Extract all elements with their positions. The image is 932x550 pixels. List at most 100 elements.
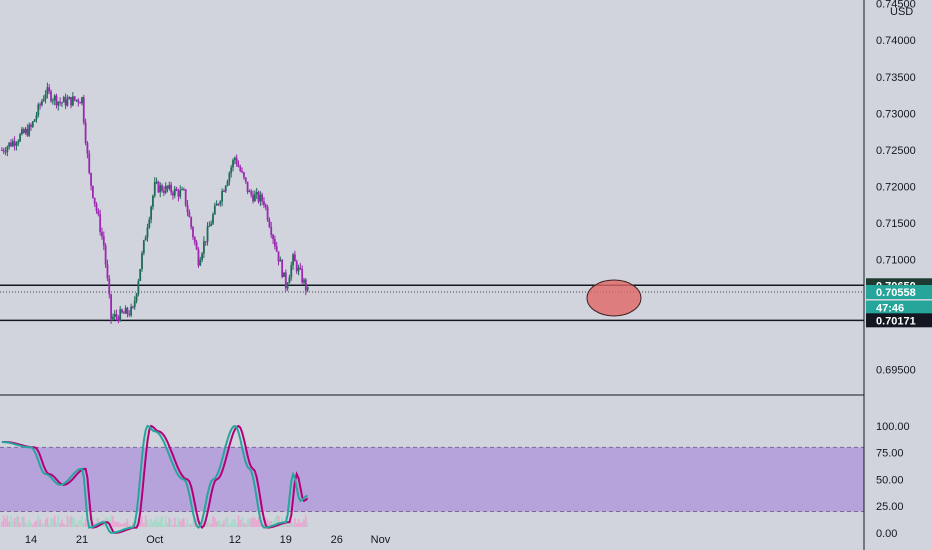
candle-body (303, 279, 305, 283)
volume-bar (32, 524, 34, 527)
volume-bar (82, 523, 85, 527)
candle-body (273, 239, 276, 247)
candle-body (237, 164, 240, 167)
candle-body (306, 286, 309, 291)
volume-bar (75, 524, 78, 527)
volume-bar (17, 516, 20, 527)
candle-body (157, 181, 160, 193)
candle-body (77, 99, 80, 103)
candle-body (295, 261, 298, 272)
candle-body (61, 102, 63, 104)
candle-body (53, 95, 56, 101)
candle-body (2, 150, 5, 152)
volume-bar (224, 517, 227, 527)
candle-body (221, 191, 223, 202)
candle-body (10, 142, 12, 147)
candle-body (270, 226, 273, 236)
y-tick-label: 0.73500 (876, 72, 916, 84)
candle-body (115, 314, 118, 318)
candle-body (30, 124, 32, 127)
candle-body (39, 104, 41, 106)
candle-body (121, 309, 123, 313)
volume-bar (161, 515, 163, 527)
candle-body (294, 254, 296, 262)
y-tick-label: 0.74500 (876, 0, 916, 11)
volume-bar (232, 519, 234, 527)
candle-body (168, 184, 171, 189)
volume-bar (19, 522, 21, 527)
volume-bar (152, 522, 154, 527)
candle-body (133, 300, 136, 308)
y-tick-label: 0.71000 (876, 255, 916, 267)
candle-body (148, 219, 151, 228)
price-tag-label: 0.70558 (876, 287, 916, 299)
volume-bar (155, 516, 158, 527)
volume-bar (183, 518, 185, 527)
volume-bar (61, 519, 63, 527)
candle-body (253, 194, 256, 202)
volume-bar (146, 519, 149, 527)
candle-body (144, 237, 147, 241)
candle-body (15, 143, 18, 146)
stoch-band (0, 447, 864, 512)
candle-body (99, 214, 102, 233)
candle-body (212, 214, 214, 224)
y-tick-label: 0.71500 (876, 218, 916, 230)
volume-bar (53, 515, 56, 527)
candle-body (239, 166, 242, 172)
candle-body (6, 146, 9, 153)
volume-bar (66, 515, 69, 527)
volume-bar (79, 519, 81, 527)
volume-bar (2, 515, 5, 527)
candle-body (175, 188, 178, 191)
candle-body (73, 96, 76, 101)
volume-bar (172, 524, 174, 527)
volume-bar (112, 515, 114, 527)
candle-body (288, 277, 291, 284)
candle-body (24, 128, 27, 133)
volume-bar (70, 516, 72, 527)
candle-body (59, 101, 62, 103)
volume-bar (194, 520, 196, 527)
volume-bar (132, 522, 134, 527)
volume-bar (175, 524, 178, 527)
stoch-tick-label: 25.00 (876, 501, 904, 513)
candle-body (172, 192, 174, 196)
volume-bar (221, 523, 223, 527)
volume-bar (44, 519, 47, 527)
y-tick-label: 0.72000 (876, 182, 916, 194)
candle-body (46, 87, 49, 95)
price-tag: 0.70171 (866, 313, 932, 328)
volume-bar (212, 515, 214, 527)
volume-bar (150, 518, 152, 527)
stoch-tick-label: 100.00 (876, 421, 910, 433)
volume-bar (164, 515, 167, 527)
candle-body (113, 314, 116, 317)
volume-bar (57, 515, 60, 527)
candle-body (170, 184, 173, 193)
candle-body (281, 259, 284, 277)
candle-body (162, 190, 165, 193)
volume-bar (15, 516, 18, 527)
candle-body (290, 265, 293, 278)
candle-body (223, 191, 225, 193)
volume-bar (93, 522, 96, 527)
volume-bar (92, 516, 94, 527)
candle-body (82, 97, 85, 123)
candle-body (142, 240, 145, 254)
volume-bar (157, 521, 160, 527)
candle-body (177, 190, 180, 197)
candle-body (31, 121, 34, 127)
candle-body (182, 189, 185, 191)
volume-bar (244, 524, 247, 527)
candle-body (57, 101, 60, 106)
candle-body (184, 189, 187, 206)
volume-bar (268, 521, 271, 527)
candle-body (244, 177, 247, 182)
candle-body (161, 185, 163, 191)
candle-body (106, 264, 109, 279)
volume-bar (141, 516, 143, 527)
volume-bar (301, 521, 303, 527)
volume-bar (255, 520, 258, 527)
candle-body (44, 94, 47, 100)
